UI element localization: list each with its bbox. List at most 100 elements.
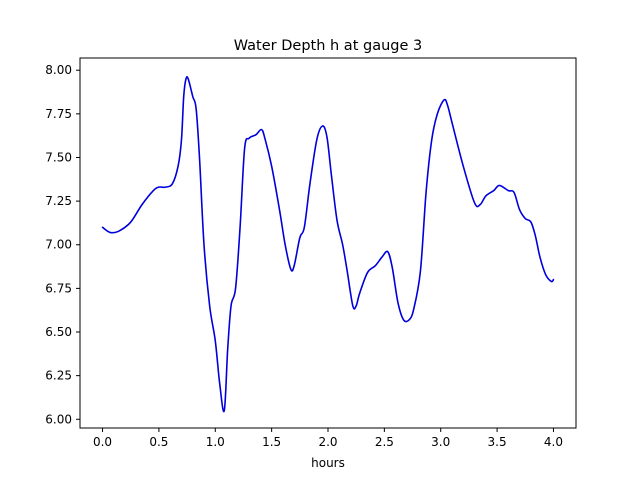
x-axis: 0.0 0.5 1.0 1.5 2.0 2.5 3.0 3.5 4.0	[93, 428, 563, 449]
data-point	[431, 139, 433, 141]
y-tick-label: 7.25	[45, 194, 72, 208]
data-point	[352, 305, 354, 307]
data-point	[255, 134, 257, 136]
data-point	[544, 273, 546, 275]
data-point	[355, 305, 357, 307]
data-point	[185, 78, 187, 80]
data-point	[485, 195, 487, 197]
x-axis-label: hours	[311, 456, 345, 470]
data-point	[180, 139, 182, 141]
data-point	[316, 139, 318, 141]
data-point	[230, 305, 232, 307]
data-point	[336, 219, 338, 221]
data-point	[203, 244, 205, 246]
data-point	[518, 209, 520, 211]
x-tick-label: 0.5	[149, 435, 168, 449]
data-point	[534, 235, 536, 237]
data-point	[284, 244, 286, 246]
data-point	[264, 137, 266, 139]
data-point	[479, 203, 481, 205]
data-point	[552, 278, 554, 280]
data-point	[290, 268, 292, 270]
data-point	[309, 182, 311, 184]
data-point	[270, 165, 272, 167]
series-line-h	[101, 75, 555, 413]
data-point	[358, 292, 360, 294]
data-point	[408, 319, 410, 321]
data-point	[192, 95, 194, 97]
data-point	[198, 156, 200, 158]
y-tick-label: 6.00	[45, 412, 72, 426]
data-point	[239, 226, 241, 228]
data-point	[381, 256, 383, 258]
data-point	[387, 251, 389, 253]
x-tick-label: 0.0	[93, 435, 112, 449]
data-point	[187, 78, 189, 80]
x-tick-label: 1.0	[206, 435, 225, 449]
data-point	[219, 383, 221, 385]
data-point	[530, 221, 532, 223]
data-point	[234, 287, 236, 289]
data-point	[208, 305, 210, 307]
data-point	[248, 137, 250, 139]
y-tick-label: 7.00	[45, 238, 72, 252]
data-point	[130, 221, 132, 223]
x-tick-label: 1.5	[262, 435, 281, 449]
data-point	[141, 203, 143, 205]
data-point	[346, 270, 348, 272]
data-point	[397, 301, 399, 303]
data-point	[243, 148, 245, 150]
x-tick-label: 3.5	[488, 435, 507, 449]
data-point	[412, 308, 414, 310]
data-point	[374, 264, 376, 266]
data-point	[214, 340, 216, 342]
data-point	[539, 256, 541, 258]
data-point	[326, 135, 328, 137]
data-point	[177, 165, 179, 167]
data-point	[299, 237, 301, 239]
data-point	[164, 186, 166, 188]
data-point	[183, 95, 185, 97]
data-point	[366, 271, 368, 273]
data-point	[391, 266, 393, 268]
data-point	[341, 244, 343, 246]
data-point	[550, 280, 552, 282]
data-point	[425, 191, 427, 193]
x-tick-label: 4.0	[544, 435, 563, 449]
chart-title: Water Depth h at gauge 3	[234, 38, 422, 54]
data-point	[321, 125, 323, 127]
data-point	[498, 184, 500, 186]
data-point	[436, 113, 438, 115]
x-tick-label: 2.0	[318, 435, 337, 449]
x-tick-label: 3.0	[431, 435, 450, 449]
y-tick-label: 7.50	[45, 150, 72, 164]
data-point	[293, 264, 295, 266]
data-point	[419, 270, 421, 272]
data-point	[493, 189, 495, 191]
data-point	[303, 226, 305, 228]
data-point	[226, 348, 228, 350]
data-point	[101, 226, 103, 228]
y-tick-label: 8.00	[45, 63, 72, 77]
data-point	[443, 99, 445, 101]
y-axis: 6.00 6.25 6.50 6.75 7.00 7.25 7.50 7.75 8.00	[45, 63, 80, 426]
data-point	[109, 231, 111, 233]
y-tick-label: 7.75	[45, 107, 72, 121]
data-point	[402, 319, 404, 321]
data-point	[278, 209, 280, 211]
data-point	[446, 104, 448, 106]
data-point	[507, 189, 509, 191]
data-point	[473, 202, 475, 204]
data-point	[152, 189, 154, 191]
data-point	[223, 409, 225, 411]
data-point	[118, 230, 120, 232]
data-point	[330, 174, 332, 176]
data-point	[462, 165, 464, 167]
data-point	[195, 107, 197, 109]
data-point	[451, 121, 453, 123]
y-tick-label: 6.25	[45, 369, 72, 383]
y-tick-label: 6.50	[45, 325, 72, 339]
